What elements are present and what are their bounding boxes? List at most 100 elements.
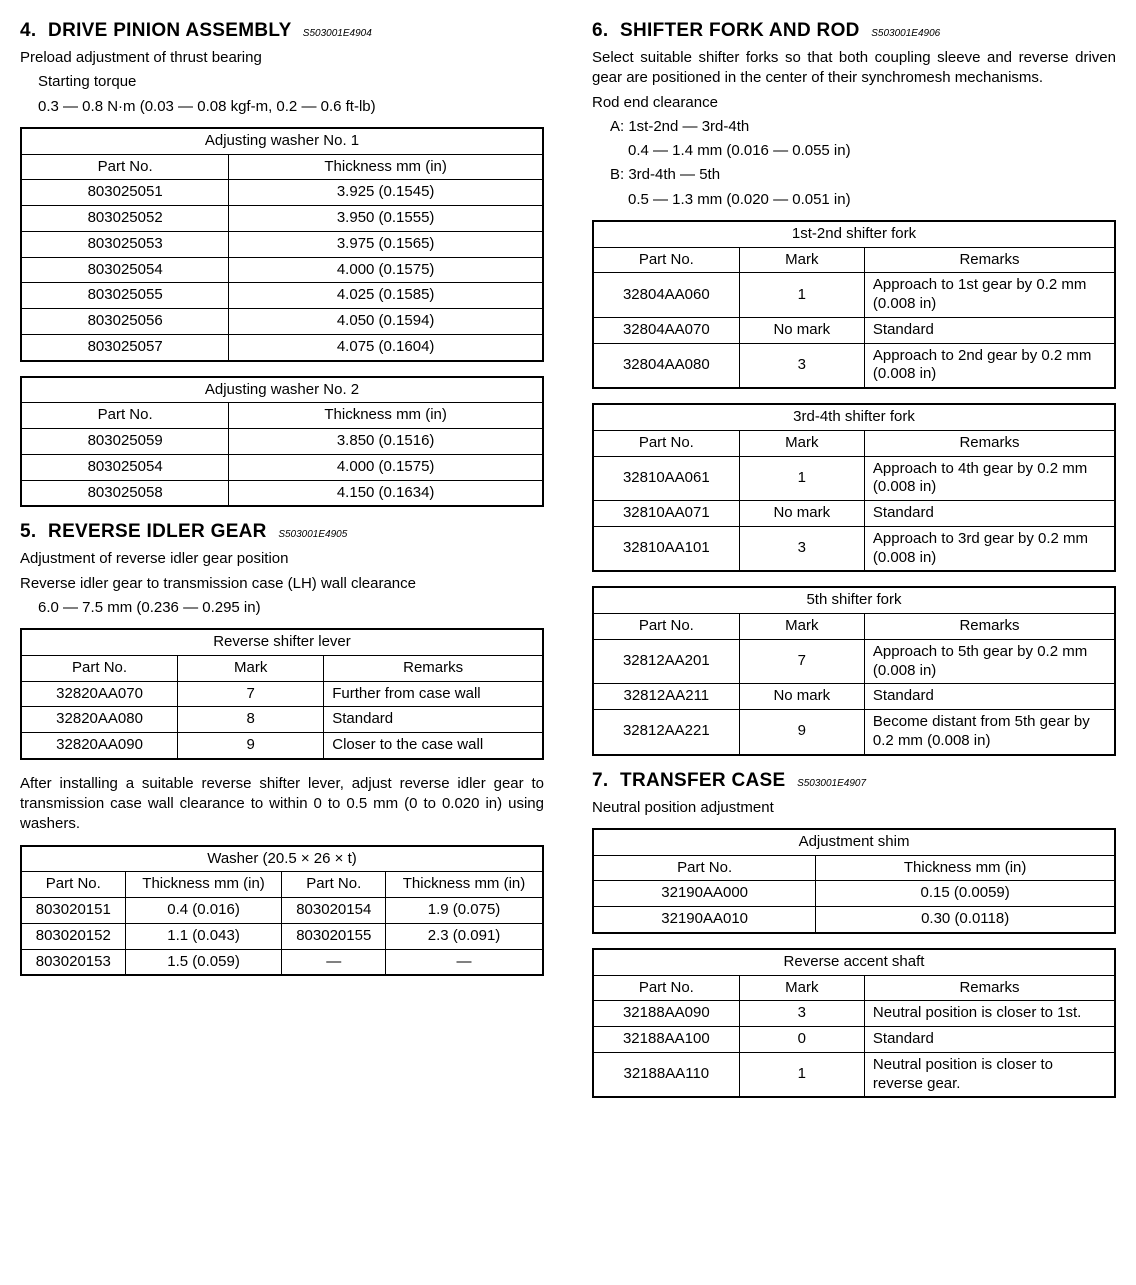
rsl-h2: Mark [178, 655, 324, 681]
table-cell: 9 [739, 710, 864, 755]
table-cell: 32804AA060 [593, 273, 739, 318]
table-cell: 803025055 [21, 283, 229, 309]
reverse-accent-shaft-table: Reverse accent shaft Part No. Mark Remar… [592, 948, 1116, 1099]
table-cell: 32820AA070 [21, 681, 178, 707]
table-cell: 32812AA201 [593, 639, 739, 684]
table-cell: 0.30 (0.0118) [816, 907, 1115, 933]
table-row: 32188AA1101Neutral position is closer to… [593, 1052, 1115, 1097]
table-cell: 1 [739, 1052, 864, 1097]
table-cell: 0.15 (0.0059) [816, 881, 1115, 907]
adjusting-washer-1-table: Adjusting washer No. 1 Part No. Thicknes… [20, 127, 544, 362]
section-6-num: 6. [592, 20, 608, 41]
section-4-code: S503001E4904 [303, 28, 372, 39]
table-row: 8030250513.925 (0.1545) [21, 180, 543, 206]
sf5-h2: Mark [739, 614, 864, 640]
w-body: 8030201510.4 (0.016)8030201541.9 (0.075)… [21, 898, 543, 976]
sf5-h1: Part No. [593, 614, 739, 640]
section-6-title: SHIFTER FORK AND ROD [620, 20, 860, 41]
table-cell: 32804AA070 [593, 317, 739, 343]
rsl-body: 32820AA0707Further from case wall32820AA… [21, 681, 543, 759]
aw1-h1: Part No. [21, 154, 229, 180]
table-cell: 7 [739, 639, 864, 684]
sf34-body: 32810AA0611Approach to 4th gear by 0.2 m… [593, 456, 1115, 571]
sf34-h1: Part No. [593, 430, 739, 456]
table-cell: Approach to 4th gear by 0.2 mm (0.008 in… [864, 456, 1115, 501]
table-row: 8030250533.975 (0.1565) [21, 231, 543, 257]
table-row: 8030250554.025 (0.1585) [21, 283, 543, 309]
s4-p1: Preload adjustment of thrust bearing [20, 48, 544, 68]
w-caption: Washer (20.5 × 26 × t) [21, 846, 543, 872]
table-cell: 803025054 [21, 257, 229, 283]
table-row: 32812AA2017Approach to 5th gear by 0.2 m… [593, 639, 1115, 684]
table-cell: 4.025 (0.1585) [229, 283, 543, 309]
aw2-caption: Adjusting washer No. 2 [21, 377, 543, 403]
ras-h3: Remarks [864, 975, 1115, 1001]
table-cell: 32804AA080 [593, 343, 739, 388]
table-row: 32190AA0000.15 (0.0059) [593, 881, 1115, 907]
s6-pB2: 0.5 — 1.3 mm (0.020 — 0.051 in) [592, 190, 1116, 210]
table-cell: 3.925 (0.1545) [229, 180, 543, 206]
table-cell: 32188AA100 [593, 1027, 739, 1053]
table-row: 32812AA211No markStandard [593, 684, 1115, 710]
sf12-h1: Part No. [593, 247, 739, 273]
rsl-h3: Remarks [324, 655, 543, 681]
table-row: 32804AA0601Approach to 1st gear by 0.2 m… [593, 273, 1115, 318]
table-cell: Standard [864, 684, 1115, 710]
table-cell: 3.950 (0.1555) [229, 206, 543, 232]
table-cell: 32820AA080 [21, 707, 178, 733]
s5-p1: Adjustment of reverse idler gear positio… [20, 549, 544, 569]
as-body: 32190AA0000.15 (0.0059)32190AA0100.30 (0… [593, 881, 1115, 933]
table-cell: 3.850 (0.1516) [229, 429, 543, 455]
right-column: 6. SHIFTER FORK AND ROD S503001E4906 Sel… [592, 16, 1116, 1112]
table-row: 32190AA0100.30 (0.0118) [593, 907, 1115, 933]
table-cell: 9 [178, 733, 324, 759]
table-cell: 32188AA090 [593, 1001, 739, 1027]
table-cell: 32820AA090 [21, 733, 178, 759]
table-cell: 32812AA221 [593, 710, 739, 755]
aw1-h2: Thickness mm (in) [229, 154, 543, 180]
section-5-num: 5. [20, 521, 36, 542]
table-cell: Approach to 3rd gear by 0.2 mm (0.008 in… [864, 526, 1115, 571]
section-5-code: S503001E4905 [278, 529, 347, 540]
section-7-num: 7. [592, 770, 608, 791]
ras-h2: Mark [739, 975, 864, 1001]
section-4-heading: 4. DRIVE PINION ASSEMBLY S503001E4904 [20, 20, 544, 42]
table-cell: 32810AA101 [593, 526, 739, 571]
table-cell: Further from case wall [324, 681, 543, 707]
table-cell: 803025054 [21, 454, 229, 480]
table-cell: 1.9 (0.075) [386, 898, 543, 924]
section-7-code: S503001E4907 [797, 778, 866, 789]
sf12-caption: 1st-2nd shifter fork [593, 221, 1115, 247]
s4-p3: 0.3 — 0.8 N·m (0.03 — 0.08 kgf-m, 0.2 — … [20, 97, 544, 117]
table-cell: No mark [739, 501, 864, 527]
sf5-caption: 5th shifter fork [593, 587, 1115, 613]
table-cell: — [282, 949, 386, 975]
aw2-body: 8030250593.850 (0.1516)8030250544.000 (0… [21, 429, 543, 507]
table-cell: 803025056 [21, 309, 229, 335]
table-cell: 1.5 (0.059) [125, 949, 282, 975]
table-row: 8030201521.1 (0.043)8030201552.3 (0.091) [21, 923, 543, 949]
table-cell: 4.150 (0.1634) [229, 480, 543, 506]
table-cell: Approach to 5th gear by 0.2 mm (0.008 in… [864, 639, 1115, 684]
sf34-h2: Mark [739, 430, 864, 456]
table-cell: 3 [739, 1001, 864, 1027]
table-row: 32804AA0803Approach to 2nd gear by 0.2 m… [593, 343, 1115, 388]
table-cell: Approach to 1st gear by 0.2 mm (0.008 in… [864, 273, 1115, 318]
section-5-title: REVERSE IDLER GEAR [48, 521, 267, 542]
table-cell: 803025059 [21, 429, 229, 455]
table-cell: 32190AA000 [593, 881, 816, 907]
table-cell: 1 [739, 273, 864, 318]
table-row: 32810AA0611Approach to 4th gear by 0.2 m… [593, 456, 1115, 501]
table-cell: Neutral position is closer to 1st. [864, 1001, 1115, 1027]
table-cell: 32810AA071 [593, 501, 739, 527]
table-cell: 803025057 [21, 334, 229, 360]
reverse-shifter-lever-table: Reverse shifter lever Part No. Mark Rema… [20, 628, 544, 760]
table-cell: 4.050 (0.1594) [229, 309, 543, 335]
table-cell: 3.975 (0.1565) [229, 231, 543, 257]
s6-pA2: 0.4 — 1.4 mm (0.016 — 0.055 in) [592, 141, 1116, 161]
ras-h1: Part No. [593, 975, 739, 1001]
table-cell: 32810AA061 [593, 456, 739, 501]
two-column-layout: 4. DRIVE PINION ASSEMBLY S503001E4904 Pr… [20, 16, 1116, 1112]
s5-p4: After installing a suitable reverse shif… [20, 774, 544, 835]
sf12-body: 32804AA0601Approach to 1st gear by 0.2 m… [593, 273, 1115, 388]
